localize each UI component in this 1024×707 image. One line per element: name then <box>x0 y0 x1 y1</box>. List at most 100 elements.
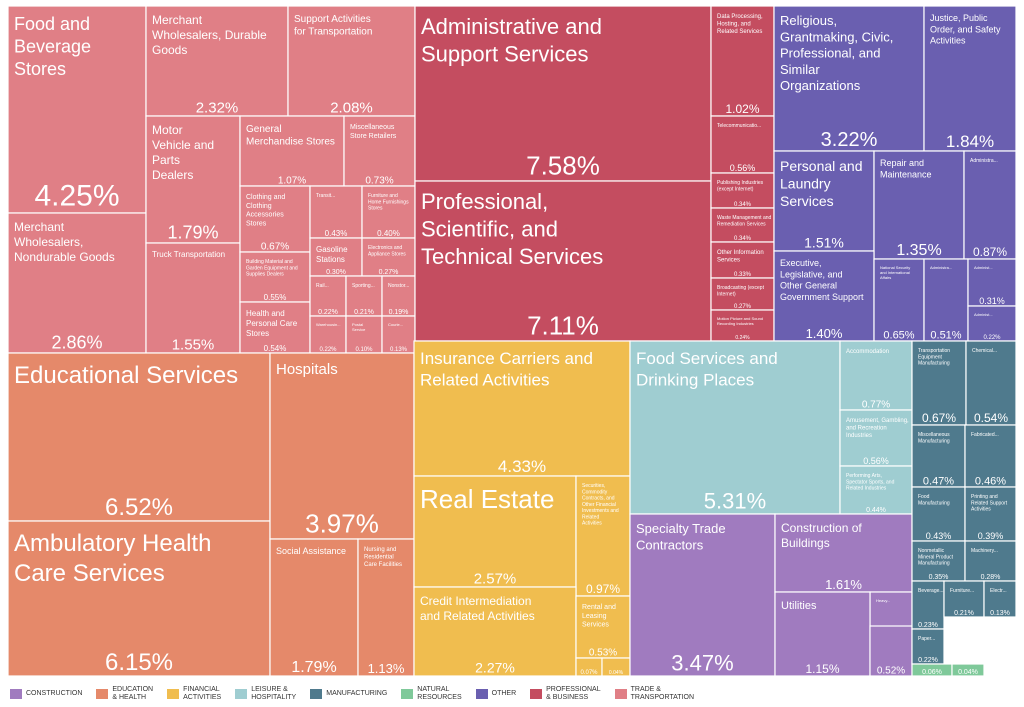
treemap-cell-sporting: Sporting... 0.21% <box>345 275 383 317</box>
cell-value: 0.35% <box>929 574 949 581</box>
treemap-cell-hospitals: Hospitals 3.97% <box>269 352 415 540</box>
treemap-cell-specialty-trade-contractors: Specialty Trade Contractors 3.47% <box>629 513 776 676</box>
cell-label: Sporting... <box>352 283 375 289</box>
legend-label: MANUFACTURING <box>326 690 388 697</box>
cell-label: Administ... <box>974 312 993 317</box>
legend-label: LEISURE & HOSPITALITY <box>251 686 297 701</box>
legend-item-trade-transportation: TRADE & TRANSPORTATION <box>614 686 694 702</box>
cell-value: 2.08% <box>330 99 373 116</box>
cell-value: 0.43% <box>325 229 348 238</box>
cell-label: Furniture and Home Furnishings Stores <box>368 193 409 212</box>
cell-label: Hospitals <box>276 361 338 378</box>
treemap-cell-rental-and-leasing-services: Rental and Leasing Services 0.53% <box>575 595 631 659</box>
cell-label: Merchant Wholesalers, Nondurable Goods <box>14 220 115 264</box>
cell-label: Miscellaneous Store Retailers <box>350 124 397 140</box>
cell-value: 0.39% <box>978 531 1004 541</box>
cell-value: 2.32% <box>196 99 239 116</box>
cell-label: Heavy... <box>876 598 890 603</box>
cell-value: 0.65% <box>883 329 914 341</box>
treemap-cell-support-activities-for-transportation: Support Activities for Transportation 2.08… <box>287 6 416 117</box>
cell-value: 0.27% <box>379 269 399 276</box>
cell-value: 2.27% <box>475 660 515 676</box>
cell-value: 0.56% <box>863 456 889 466</box>
treemap-cell-justice-public-order-and-safety-activiti: Justice, Public Order, and Safety Activiti… <box>923 6 1016 152</box>
treemap-cell-accommodation: Accommodation 0.77% <box>839 340 913 411</box>
cell-value: 1.79% <box>291 659 336 676</box>
treemap-cell-credit-intermediation-and-related-activi: Credit Intermediation and Related Activit… <box>413 586 577 676</box>
treemap-rect <box>774 591 871 676</box>
treemap-rect <box>710 207 775 243</box>
treemap-rect <box>983 580 1016 618</box>
treemap-rect <box>710 172 775 209</box>
cell-value: 0.21% <box>354 309 374 316</box>
cell-value: 0.22% <box>318 309 338 316</box>
treemap-cell-blank: 0.52% <box>869 625 913 677</box>
treemap-cell-securities-commodity-contracts-and-other: Securities, Commodity Contracts, and Other … <box>575 475 631 597</box>
treemap-cell-professional-scientific-and-technical-se: Professional, Scientific, and Technical Se… <box>414 180 712 342</box>
treemap-cell-broadcasting-except-internet: Broadcasting (except Internet) 0.27% <box>710 277 775 311</box>
treemap-rect <box>309 237 363 277</box>
treemap-cell-administrative-and-support-services: Administrative and Support Services 7.58% <box>414 6 712 182</box>
legend-label: EDUCATION & HEALTH <box>112 686 154 701</box>
cell-value: 1.15% <box>805 662 839 676</box>
treemap-cell-rail: Rail... 0.22% <box>309 275 347 317</box>
treemap-cell-insurance-carriers-and-related-activitie: Insurance Carriers and Related Activities… <box>413 340 631 477</box>
cell-label: Religious, Grantmaking, Civic, Professiona… <box>780 13 893 93</box>
cell-value: 0.77% <box>862 400 890 411</box>
cell-value: 0.31% <box>979 296 1005 306</box>
treemap-cell-food-and-beverage-stores: Food and Beverage Stores 4.25% <box>8 6 147 214</box>
legend-label: CONSTRUCTION <box>26 690 83 697</box>
legend-swatch <box>10 689 22 699</box>
treemap-rect <box>145 115 241 244</box>
cell-value: 0.52% <box>877 666 905 677</box>
cell-value: 0.56% <box>730 163 756 173</box>
cell-value: 1.79% <box>167 223 218 243</box>
cell-value: 0.87% <box>973 245 1007 259</box>
cell-value: 0.34% <box>734 236 752 242</box>
treemap-cell-chemical: Chemical... 0.54% <box>965 340 1016 426</box>
treemap-rect <box>357 538 415 676</box>
cell-label: Rental and Leasing Services <box>582 604 616 629</box>
treemap-cell-warehousin: Warehousin... 0.22% <box>309 315 347 354</box>
cell-label: Specialty Trade Contractors <box>636 521 726 552</box>
cell-value: 3.47% <box>671 651 733 676</box>
treemap-rect <box>773 6 925 152</box>
treemap-rect <box>413 340 631 477</box>
treemap-rect <box>8 520 271 676</box>
treemap-cell-clothing-and-clothing-accessories-stores: Clothing and Clothing Accessories Stores 0.6… <box>239 185 311 253</box>
cell-value: 1.55% <box>172 336 215 353</box>
treemap-rect <box>145 242 241 354</box>
treemap-rect <box>309 185 363 239</box>
cell-value: 1.07% <box>278 176 306 187</box>
cell-value: 1.51% <box>804 235 844 251</box>
cell-value: 2.86% <box>51 333 102 353</box>
treemap-cell-building-material-and-garden-equipment-a: Building Material and Garden Equipment an… <box>239 251 311 303</box>
treemap-rect <box>413 475 577 588</box>
treemap-rect <box>629 513 776 676</box>
cell-value: 0.34% <box>734 202 752 208</box>
cell-label: Securities, Commodity Contracts, and Other … <box>582 483 619 527</box>
cell-label: Performing Arts, Spectator Sports, and Rel… <box>846 473 895 492</box>
cell-value: 0.30% <box>326 269 346 276</box>
treemap-cell-beverage: Beverage... 0.23% <box>911 580 945 630</box>
treemap-cell-administ: Administ... 0.22% <box>967 305 1016 342</box>
cell-label: Merchant Wholesalers, Durable Goods <box>152 13 267 57</box>
treemap-rect <box>923 258 969 342</box>
cell-value: 7.11% <box>527 311 599 341</box>
treemap-rect <box>963 150 1016 260</box>
cell-label: Paper... <box>918 636 935 642</box>
treemap-cell-electr: Electr... 0.13% <box>983 580 1016 618</box>
treemap-cell-national-security-and-international-affa: National Security and International Affair… <box>873 258 925 342</box>
cell-label: Chemical... <box>972 348 997 354</box>
treemap-cell-blank: 0.06% <box>911 663 953 676</box>
cell-value: 0.43% <box>926 531 952 541</box>
cell-value: 0.44% <box>866 507 886 514</box>
cell-value: 0.10% <box>355 347 373 353</box>
legend-item-financial-activities: FINANCIAL ACTIVITIES <box>167 686 221 702</box>
treemap-cell-motor-vehicle-and-parts-dealers: Motor Vehicle and Parts Dealers 1.79% <box>145 115 241 244</box>
cell-label: Furniture... <box>950 588 974 594</box>
legend-item-leisure-hospitality: LEISURE & HOSPITALITY <box>235 686 296 702</box>
cell-label: Support Activities for Transportation <box>294 14 372 38</box>
treemap-cell-blank: 0.04% <box>951 663 985 676</box>
